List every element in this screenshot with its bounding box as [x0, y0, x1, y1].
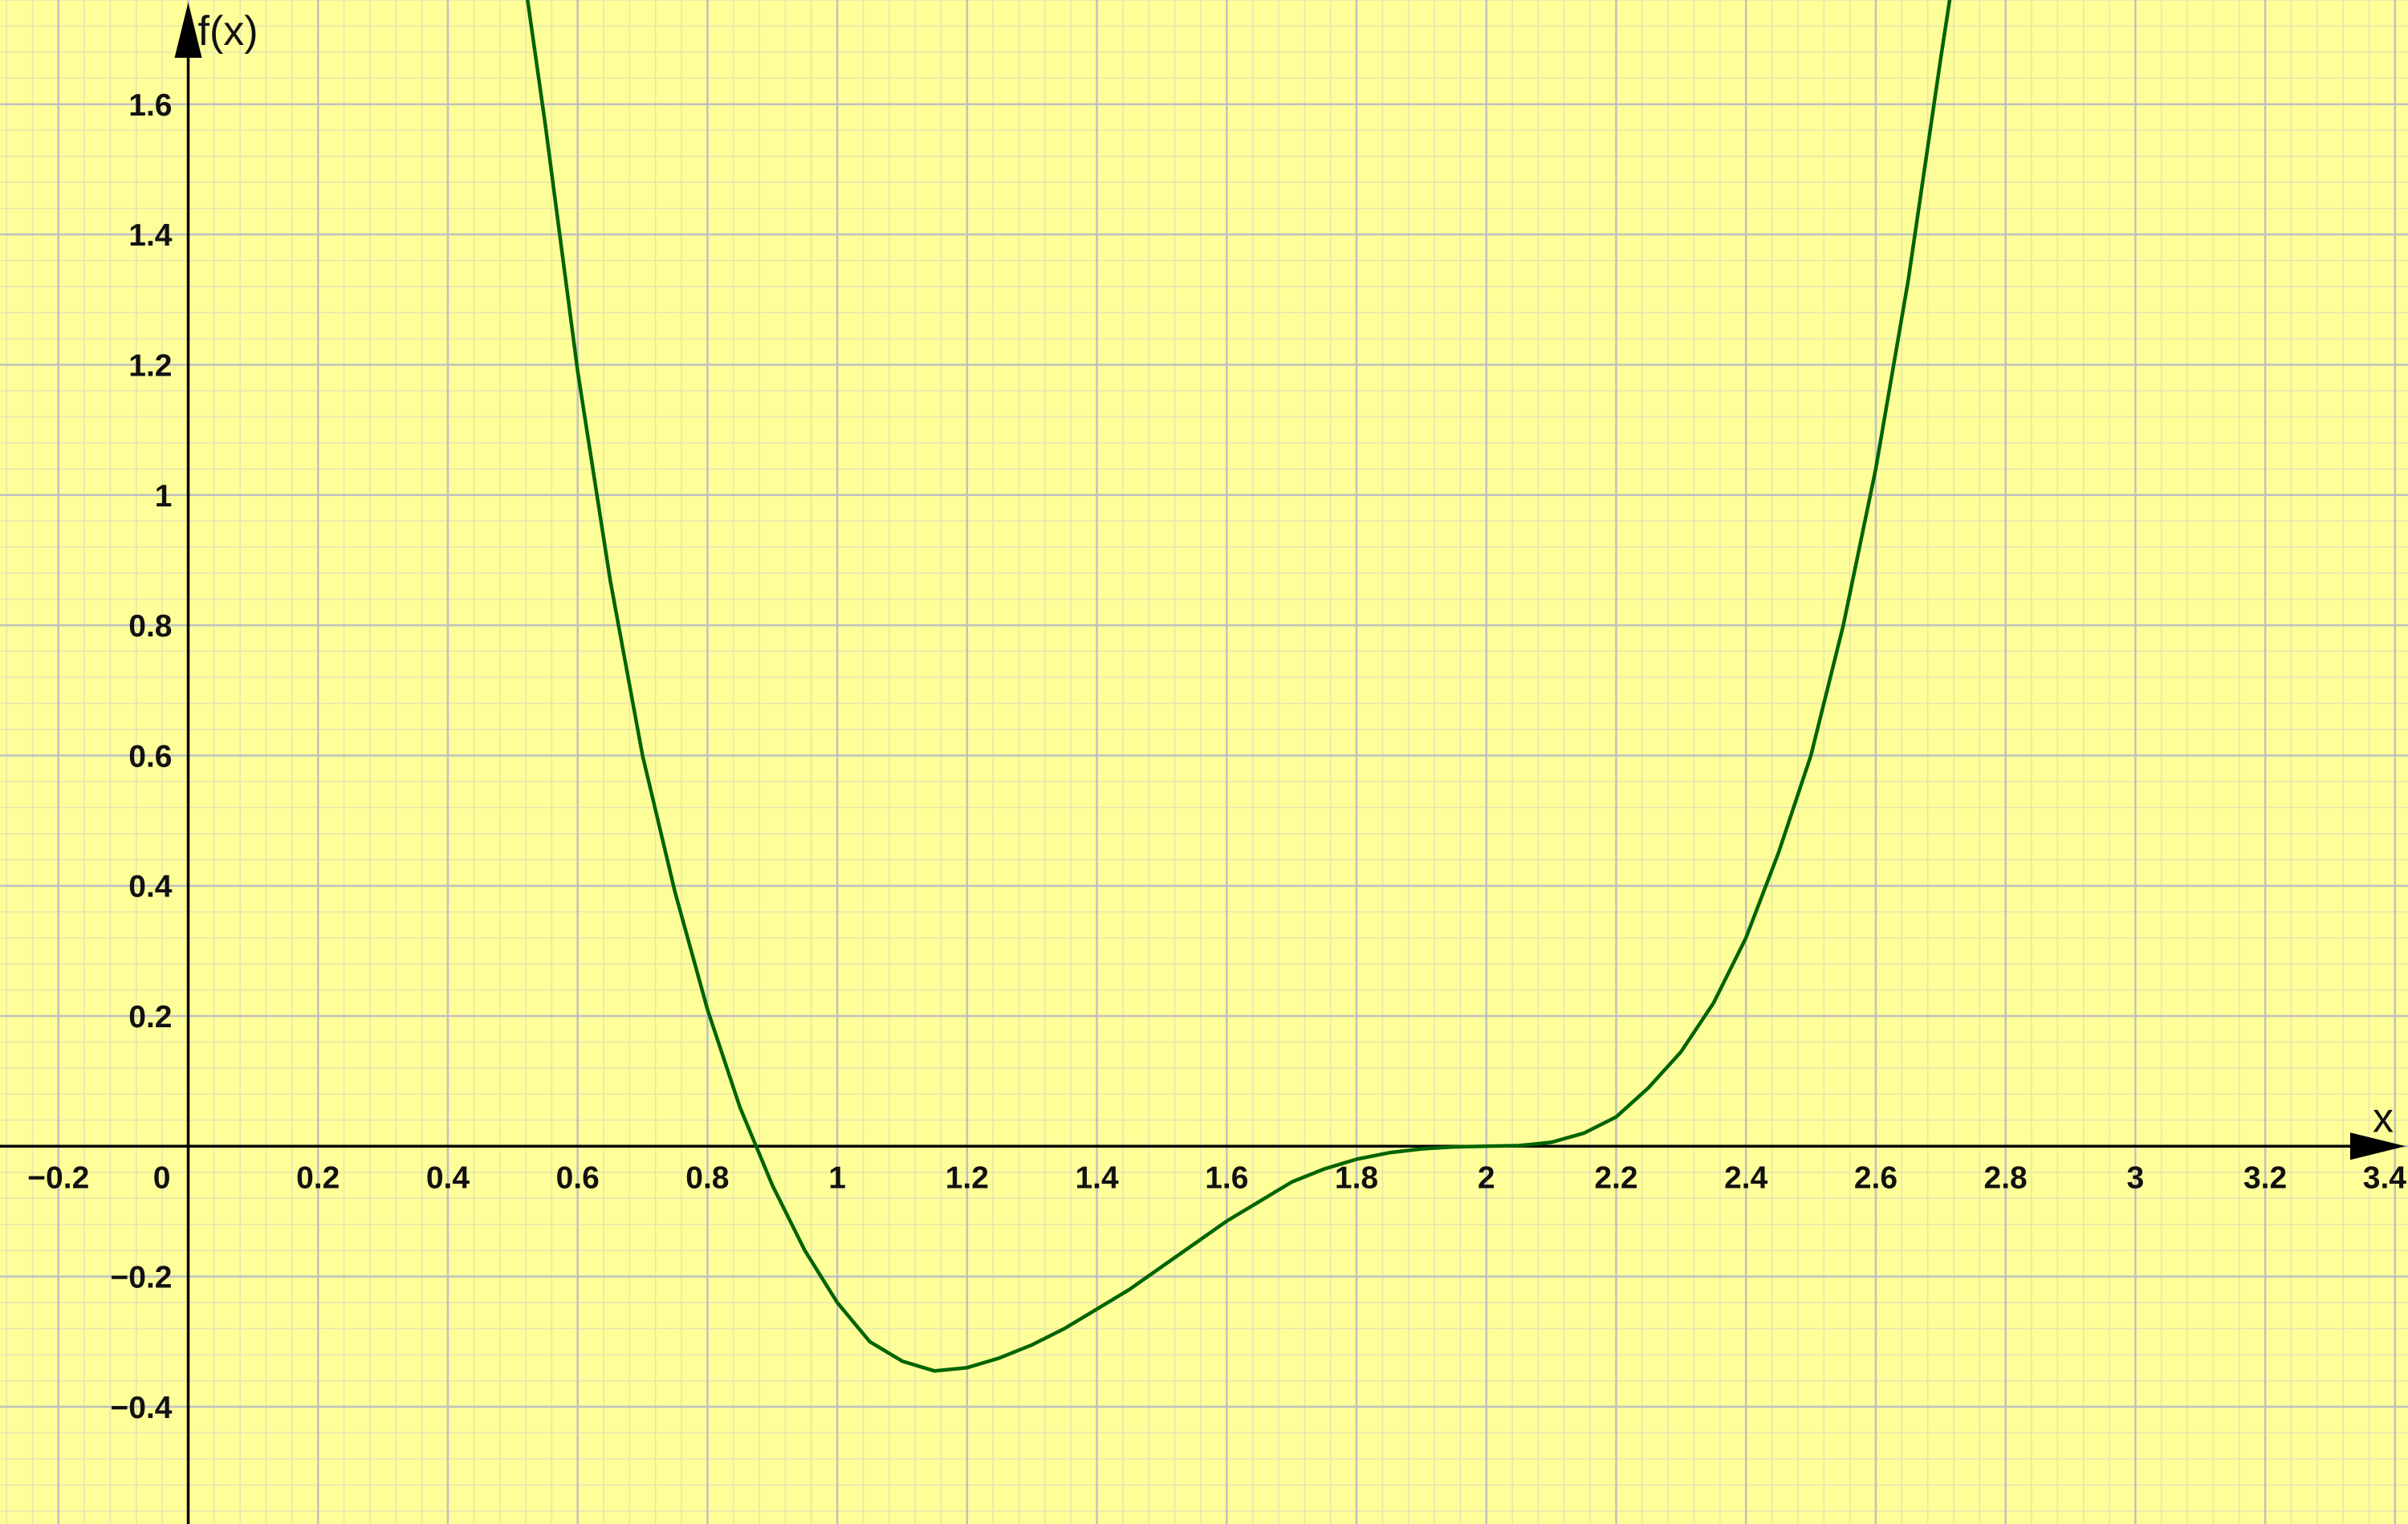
curve-layer — [526, 0, 1952, 1373]
y-axis-arrow — [174, 2, 202, 58]
x-tick-label: 1.8 — [1335, 1160, 1378, 1195]
x-tick-label: 0 — [153, 1160, 171, 1195]
x-tick-label: 0.4 — [426, 1160, 470, 1195]
y-tick-label: 0.4 — [128, 870, 173, 904]
x-tick-label: 3.4 — [2363, 1160, 2407, 1195]
x-tick-label: 2.2 — [1594, 1160, 1637, 1195]
y-tick-label: 1.4 — [128, 218, 173, 253]
y-tick-label: −0.2 — [111, 1261, 173, 1295]
x-tick-label: 1.4 — [1075, 1160, 1119, 1195]
y-tick-label: 0.6 — [128, 739, 172, 774]
x-tick-label: 1.6 — [1205, 1160, 1248, 1195]
x-tick-label: 1 — [828, 1160, 846, 1195]
x-tick-label: 2.4 — [1724, 1160, 1768, 1195]
x-tick-label: 0.8 — [685, 1160, 729, 1195]
x-tick-label: 1.2 — [946, 1160, 989, 1195]
x-axis-arrow — [2350, 1132, 2406, 1160]
y-tick-label: 1.6 — [128, 88, 172, 123]
x-tick-label: 0.6 — [556, 1160, 600, 1195]
x-tick-label: 2.8 — [1984, 1160, 2028, 1195]
x-tick-label: −0.2 — [27, 1160, 89, 1195]
x-tick-label: 3 — [2127, 1160, 2145, 1195]
tick-labels: −0.2 0 0.2 0.4 0.6 0.8 1 1.2 1.4 1.6 1.8 2 2.2 2.4 2.6… — [27, 88, 2406, 1425]
x-axis-title: x — [2373, 1095, 2394, 1141]
y-axis-title: f(x) — [198, 8, 258, 55]
y-tick-label: −0.4 — [111, 1391, 173, 1425]
x-tick-label: 2.6 — [1854, 1160, 1898, 1195]
function-curve — [526, 0, 1952, 1373]
x-tick-label: 3.2 — [2243, 1160, 2287, 1195]
y-tick-label: 1.2 — [128, 348, 172, 383]
x-tick-label: 2 — [1478, 1160, 1495, 1195]
y-tick-label: 1 — [155, 479, 173, 514]
y-tick-label: 0.8 — [128, 609, 172, 644]
x-tick-label: 0.2 — [296, 1160, 340, 1195]
y-tick-label: 0.2 — [128, 1000, 172, 1034]
